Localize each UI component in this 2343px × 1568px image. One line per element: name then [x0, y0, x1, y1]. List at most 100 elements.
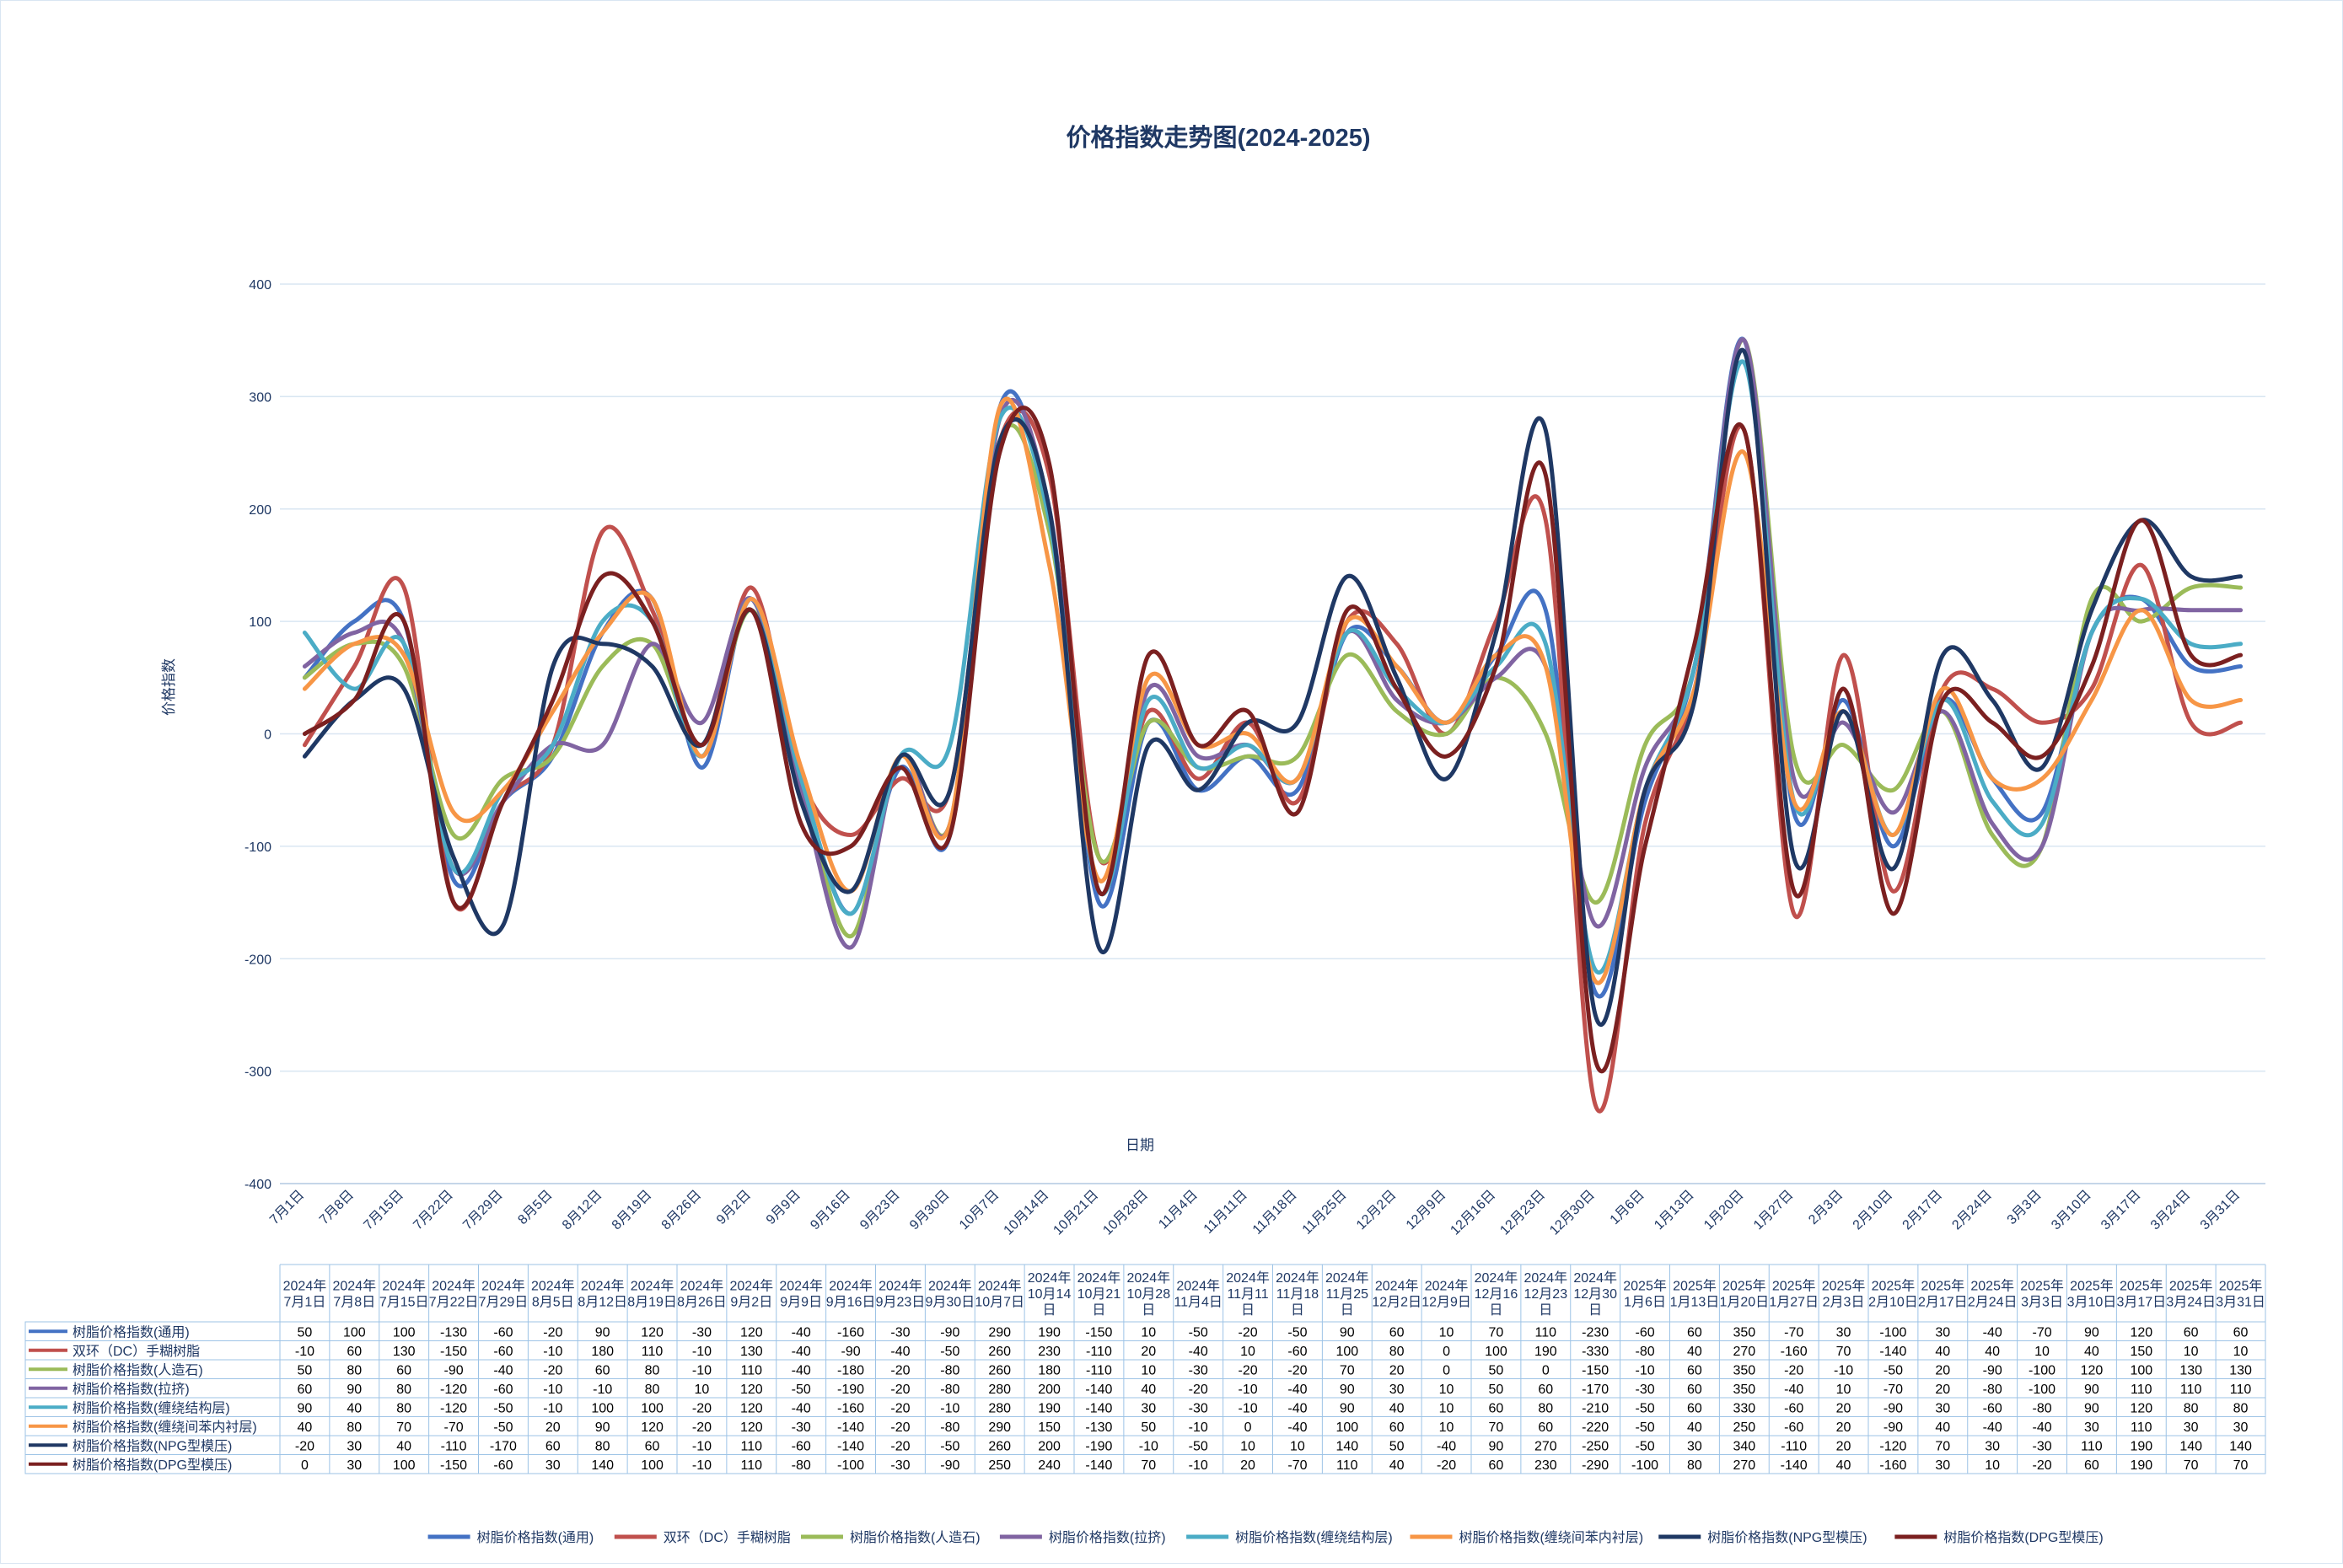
- table-cell: -190: [1085, 1439, 1112, 1453]
- table-cell: 140: [1335, 1439, 1358, 1453]
- table-header-cell: 2024年 12月16 日: [1475, 1270, 1518, 1318]
- y-tick-label: -200: [245, 953, 271, 967]
- table-cell: 290: [988, 1325, 1011, 1340]
- x-axis-title: 日期: [1126, 1137, 1154, 1153]
- table-cell: 60: [2084, 1458, 2099, 1473]
- table-cell: 110: [642, 1345, 664, 1359]
- table-cell: -70: [1287, 1458, 1307, 1473]
- table-header-cell: 2025年 2月17日: [1918, 1279, 1968, 1310]
- table-cell: -140: [837, 1439, 864, 1453]
- legend-item-3[interactable]: 树脂价格指数(人造石): [800, 1530, 981, 1545]
- table-cell: 80: [1389, 1345, 1405, 1359]
- table-header-cell: 2024年 7月1日: [283, 1279, 327, 1310]
- table-header-cell: 2025年 1月6日: [1623, 1279, 1667, 1310]
- table-cell: 30: [545, 1458, 561, 1473]
- table-cell: 10: [1141, 1363, 1156, 1377]
- table-cell: 70: [396, 1420, 411, 1435]
- table-cell: 70: [1935, 1439, 1950, 1453]
- legend-item-2[interactable]: 双环（DC）手糊树脂: [614, 1530, 791, 1545]
- table-header-cell: 2024年 9月9日: [779, 1279, 823, 1310]
- y-tick-label: 300: [249, 390, 271, 405]
- y-tick-label: 0: [264, 728, 271, 743]
- table-cell: -60: [1983, 1401, 2002, 1415]
- table-cell: 90: [298, 1401, 313, 1415]
- table-cell: -50: [792, 1383, 811, 1397]
- table-cell: -220: [1582, 1420, 1609, 1435]
- table-cell: -10: [692, 1363, 712, 1377]
- table-cell: -20: [1239, 1325, 1258, 1340]
- table-cell: -160: [1781, 1345, 1808, 1359]
- legend-item-6[interactable]: 树脂价格指数(缠绕间苯内衬层): [1410, 1530, 1643, 1545]
- legend-item-5[interactable]: 树脂价格指数(缠绕结构层): [1186, 1530, 1393, 1545]
- table-cell: -50: [1189, 1439, 1208, 1453]
- table-header-cell: 2025年 3月17日: [2116, 1279, 2166, 1310]
- table-cell: -20: [890, 1439, 910, 1453]
- table-cell: 10: [1141, 1325, 1156, 1340]
- table-cell: 40: [396, 1439, 411, 1453]
- legend-item-8[interactable]: 树脂价格指数(DPG型模压): [1894, 1530, 2104, 1545]
- table-cell: -230: [1582, 1325, 1609, 1340]
- table-cell: 60: [2184, 1325, 2199, 1340]
- table-cell: 100: [2130, 1363, 2152, 1377]
- table-cell: 30: [2084, 1420, 2099, 1435]
- table-cell: 150: [1038, 1420, 1061, 1435]
- table-row-label: 树脂价格指数(缠绕结构层): [73, 1400, 230, 1415]
- table-cell: -150: [440, 1345, 467, 1359]
- table-cell: 30: [2233, 1420, 2249, 1435]
- table-cell: 50: [298, 1325, 313, 1340]
- table-cell: 40: [1935, 1345, 1950, 1359]
- table-cell: 150: [2130, 1345, 2152, 1359]
- table-cell: -50: [493, 1401, 513, 1415]
- table-cell: -40: [792, 1363, 811, 1377]
- legend-label: 树脂价格指数(拉挤): [1049, 1530, 1166, 1545]
- table-row-label: 树脂价格指数(拉挤): [73, 1382, 190, 1397]
- table-header-cell: 2024年 7月8日: [333, 1279, 377, 1310]
- table-cell: 40: [1836, 1458, 1851, 1473]
- table-cell: 70: [1836, 1345, 1851, 1359]
- table-cell: -90: [1884, 1420, 1903, 1435]
- legend-label: 双环（DC）手糊树脂: [664, 1530, 791, 1545]
- table-cell: 40: [2084, 1345, 2099, 1359]
- table-cell: 0: [1443, 1363, 1450, 1377]
- table-header-cell: 2025年 2月3日: [1822, 1279, 1866, 1310]
- table-row-label: 树脂价格指数(DPG型模压): [73, 1458, 232, 1473]
- table-header-cell: 2025年 2月24日: [1968, 1279, 2018, 1310]
- table-cell: 60: [298, 1383, 313, 1397]
- table-cell: 30: [347, 1439, 362, 1453]
- table-cell: -150: [440, 1458, 467, 1473]
- table-cell: -80: [2033, 1401, 2052, 1415]
- table-cell: 10: [1836, 1383, 1851, 1397]
- table-cell: -150: [1085, 1325, 1112, 1340]
- table-cell: 350: [1733, 1325, 1755, 1340]
- legend-label: 树脂价格指数(缠绕间苯内衬层): [1459, 1530, 1643, 1545]
- table-header-cell: 2024年 9月30日: [925, 1279, 975, 1310]
- table-cell: 60: [545, 1439, 561, 1453]
- table-cell: -100: [837, 1458, 864, 1473]
- table-cell: -160: [837, 1325, 864, 1340]
- table-cell: 110: [741, 1363, 763, 1377]
- table-cell: 200: [1038, 1383, 1061, 1397]
- table-cell: -160: [1879, 1458, 1906, 1473]
- table-cell: 240: [1038, 1458, 1061, 1473]
- table-cell: 180: [591, 1345, 614, 1359]
- table-cell: -110: [1086, 1345, 1112, 1359]
- table-cell: 280: [988, 1401, 1011, 1415]
- legend-item-4[interactable]: 树脂价格指数(拉挤): [999, 1530, 1166, 1545]
- table-header-cell: 2024年 7月15日: [379, 1279, 429, 1310]
- legend-item-1[interactable]: 树脂价格指数(通用): [427, 1530, 594, 1545]
- table-cell: 100: [1485, 1345, 1507, 1359]
- table-cell: 120: [641, 1420, 664, 1435]
- table-header-cell: 2025年 1月20日: [1719, 1279, 1769, 1310]
- table-cell: 30: [1141, 1401, 1156, 1415]
- table-cell: -10: [692, 1439, 712, 1453]
- table-cell: -60: [493, 1458, 513, 1473]
- table-cell: -110: [1781, 1439, 1807, 1453]
- chart-title: 价格指数走势图(2024-2025): [1067, 124, 1371, 152]
- table-row-label: 树脂价格指数(通用): [73, 1324, 190, 1340]
- y-tick-label: 400: [249, 278, 271, 293]
- table-cell: 230: [1534, 1458, 1557, 1473]
- table-cell: -210: [1582, 1401, 1609, 1415]
- legend-item-7[interactable]: 树脂价格指数(NPG型模压): [1658, 1530, 1867, 1545]
- table-cell: 100: [393, 1325, 416, 1340]
